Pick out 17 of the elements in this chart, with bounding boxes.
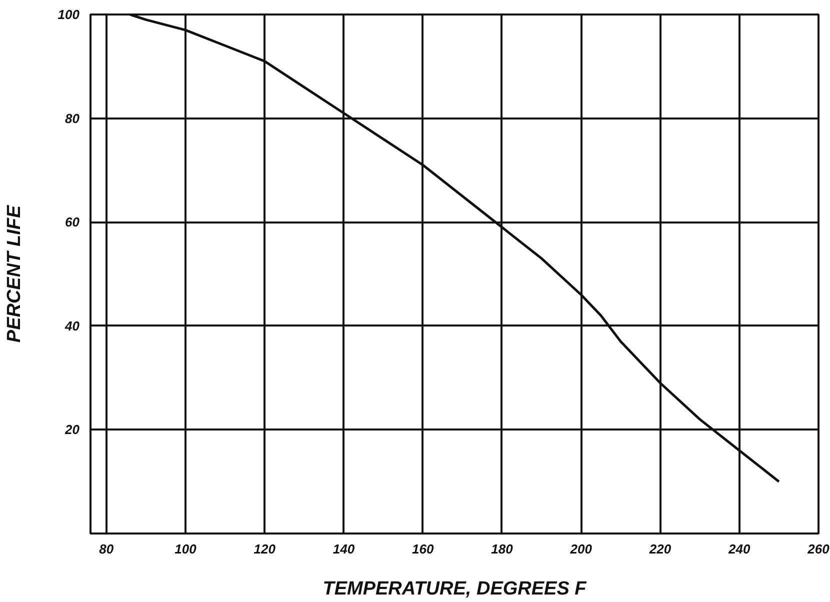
x-tick-label: 260 [806, 542, 830, 556]
x-tick-label: 160 [412, 542, 434, 556]
y-tick-label: 100 [58, 7, 80, 22]
x-tick-label: 120 [254, 542, 276, 556]
y-tick-label: 40 [64, 318, 80, 334]
y-tick-label: 60 [65, 214, 80, 230]
y-tick-label: 80 [65, 110, 80, 126]
y-axis-title: PERCENT LIFE [4, 204, 25, 343]
x-tick-label: 180 [491, 542, 514, 556]
x-tick-label: 100 [174, 542, 198, 556]
x-tick-label: 200 [569, 542, 593, 556]
x-axis-title: TEMPERATURE, DEGREES F [322, 578, 588, 600]
x-tick-label: 140 [332, 542, 356, 556]
x-tick-label: 240 [728, 542, 751, 556]
x-tick-label: 80 [99, 542, 114, 556]
y-tick-label: 20 [64, 422, 80, 438]
x-tick-label: 220 [648, 542, 672, 556]
